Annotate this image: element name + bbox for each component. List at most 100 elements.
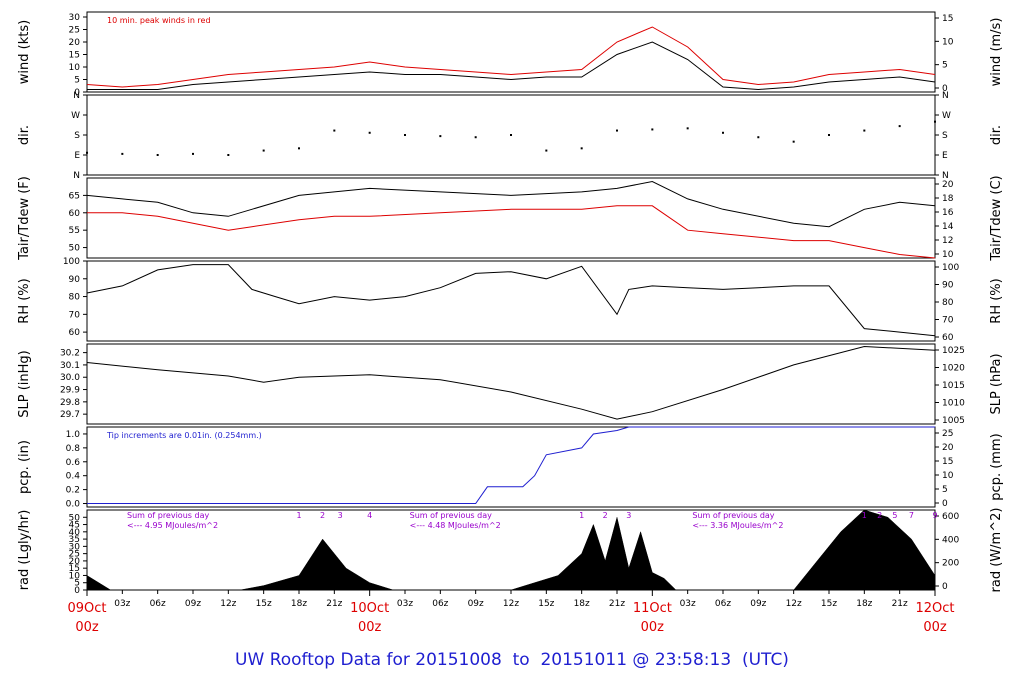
tick-label-right-temp: 12 [942, 236, 953, 246]
data-point-dir [404, 134, 406, 136]
axis-title-left-pcp: pcp. (in) [17, 440, 32, 494]
data-point-dir [651, 128, 654, 131]
x-tick-label: 09z [750, 599, 766, 609]
axis-title-left-wind: wind (kts) [17, 20, 32, 84]
tick-label-left-pcp: 1.0 [66, 430, 81, 440]
tick-label-left-pcp: 0.8 [66, 444, 81, 454]
tick-label-right-rh: 80 [942, 298, 954, 308]
rad-hour-marker: 1 [862, 511, 867, 520]
data-line-pcp-0 [87, 426, 935, 504]
data-area-rad [86, 509, 936, 591]
tick-label-left-slp: 30.1 [60, 361, 80, 371]
tick-label-left-dir: S [74, 131, 80, 141]
x-day-label: 10Oct [350, 601, 389, 616]
tick-label-left-rad: 10 [69, 571, 81, 581]
data-line-wind-0 [87, 41, 936, 91]
tick-label-right-rad: 600 [942, 512, 959, 522]
panel-frame-wind [86, 11, 936, 93]
tick-label-left-rh: 100 [63, 257, 80, 267]
x-tick-label: 06z [715, 599, 731, 609]
rad-annotation: <--- 4.48 MJoules/m^2 [410, 521, 501, 530]
tick-label-right-wind: 0 [942, 84, 948, 94]
rad-annotation: Sum of previous day [127, 511, 209, 520]
tick-label-left-wind: 15 [69, 51, 80, 61]
data-point-dir [121, 152, 124, 155]
tick-label-left-pcp: 0.4 [66, 472, 81, 482]
tick-label-left-wind: 20 [69, 38, 81, 48]
x-day-time-label: 00z [641, 620, 665, 635]
tick-label-right-wind: 5 [942, 61, 948, 71]
tick-label-left-slp: 29.8 [60, 398, 80, 408]
tick-label-right-dir: W [942, 111, 951, 121]
panel-annotation-pcp: Tip increments are 0.01in. (0.254mm.) [106, 431, 262, 440]
data-point-dir [368, 131, 371, 134]
axis-title-right-slp: SLP (hPa) [989, 353, 1004, 414]
rad-hour-marker: 1 [579, 511, 584, 520]
tick-label-right-slp: 1005 [942, 416, 965, 426]
x-tick-label: 12z [786, 599, 802, 609]
panel-frame-rh [86, 260, 936, 342]
tick-label-right-temp: 16 [942, 208, 954, 218]
x-tick-label: 03z [114, 599, 130, 609]
tick-label-left-slp: 29.7 [60, 410, 80, 420]
tick-label-left-rad: 5 [74, 579, 80, 589]
data-point-dir [227, 154, 230, 156]
rad-hour-marker: 1 [296, 511, 301, 520]
x-tick-label: 03z [680, 599, 696, 609]
data-point-dir [333, 129, 336, 132]
data-point-dir [934, 120, 936, 123]
axis-title-left-rad: rad (Lgly/hr) [17, 510, 32, 591]
axis-title-right-wind: wind (m/s) [989, 18, 1004, 87]
data-point-dir [757, 136, 760, 139]
tick-label-left-rad: 25 [69, 550, 80, 560]
x-tick-label: 18z [291, 599, 307, 609]
tick-label-left-temp: 55 [69, 226, 80, 236]
tick-label-right-rad: 400 [942, 535, 959, 545]
panel-frame-temp [86, 177, 936, 259]
rad-hour-marker: 2 [603, 511, 608, 520]
axis-title-right-pcp: pcp. (mm) [989, 433, 1004, 500]
tick-label-right-temp: 20 [942, 180, 954, 190]
axis-title-left-dir: dir. [17, 125, 32, 145]
rad-annotation: <--- 3.36 MJoules/m^2 [692, 521, 783, 530]
tick-label-left-dir: E [74, 151, 80, 161]
rad-hour-marker: 3 [338, 511, 343, 520]
tick-label-left-rh: 60 [69, 328, 81, 338]
tick-label-left-rh: 90 [69, 275, 81, 285]
x-tick-label: 18z [574, 599, 590, 609]
tick-label-right-wind: 15 [942, 14, 953, 24]
x-day-label: 12Oct [915, 601, 954, 616]
tick-label-left-slp: 30.0 [60, 373, 80, 383]
data-point-dir [616, 129, 618, 132]
data-line-temp-0 [86, 180, 936, 228]
tick-label-right-dir: N [942, 91, 949, 101]
tick-label-right-pcp: 20 [942, 443, 954, 453]
tick-label-right-dir: S [942, 131, 948, 141]
tick-label-right-rad: 0 [942, 582, 948, 592]
tick-label-right-pcp: 25 [942, 429, 953, 439]
x-tick-label: 21z [892, 599, 908, 609]
rad-hour-marker: 4 [367, 511, 372, 520]
axis-title-right-rh: RH (%) [989, 278, 1004, 323]
tick-label-right-slp: 1010 [942, 399, 965, 409]
x-tick-label: 12z [220, 599, 236, 609]
tick-label-right-temp: 14 [942, 222, 954, 232]
axis-title-left-slp: SLP (inHg) [17, 350, 32, 418]
tick-label-left-wind: 25 [69, 26, 80, 36]
axis-title-right-dir: dir. [989, 125, 1004, 145]
tick-label-right-pcp: 10 [942, 471, 954, 481]
x-day-time-label: 00z [923, 620, 947, 635]
data-point-dir [792, 140, 795, 143]
tick-label-right-rh: 70 [942, 316, 954, 326]
x-day-label: 11Oct [633, 601, 672, 616]
tick-label-right-dir: N [942, 171, 949, 181]
x-day-time-label: 00z [358, 620, 382, 635]
tick-label-left-slp: 29.9 [60, 386, 80, 396]
rad-annotation: Sum of previous day [410, 511, 492, 520]
x-tick-label: 06z [150, 599, 166, 609]
axis-title-left-temp: Tair/Tdew (F) [17, 176, 32, 261]
axis-title-left-rh: RH (%) [17, 278, 32, 323]
data-point-dir [474, 136, 477, 139]
data-line-temp-1 [87, 205, 936, 259]
